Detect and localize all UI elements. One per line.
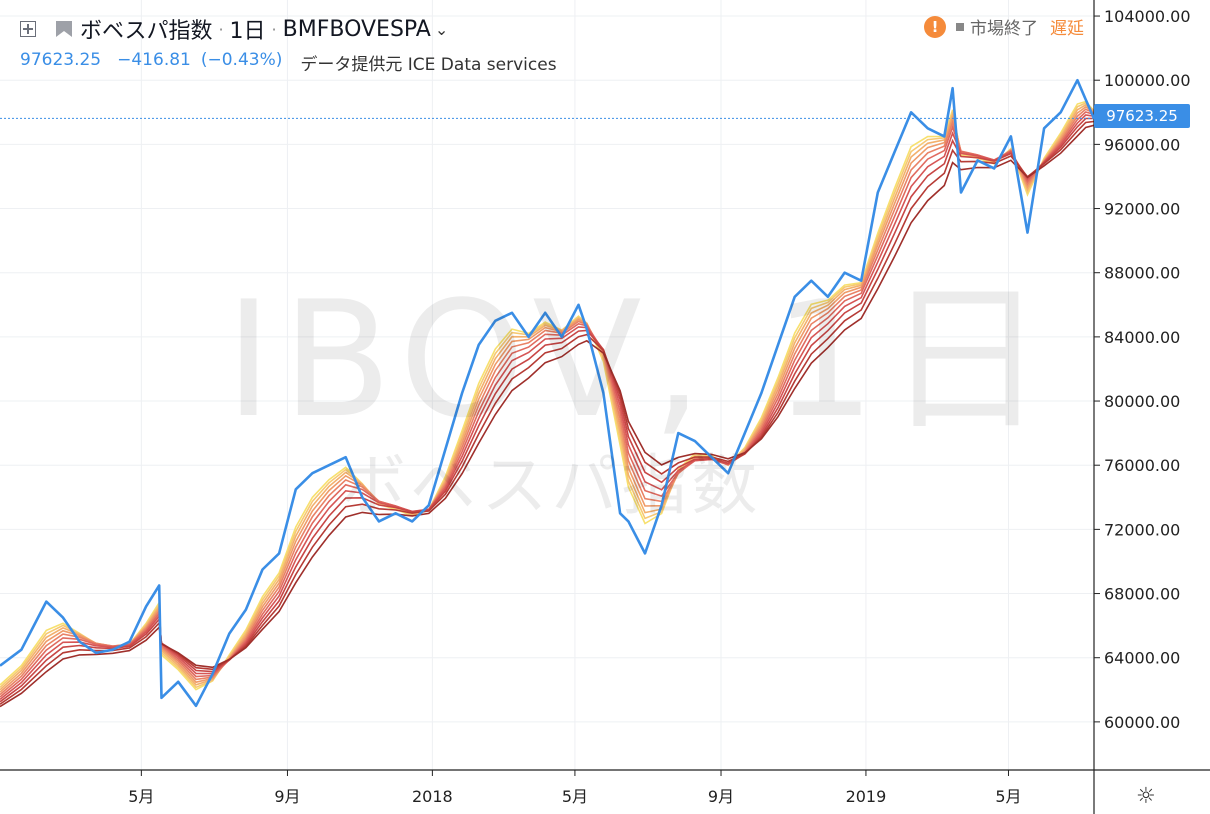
delayed-label[interactable]: 遅延 <box>1050 19 1084 39</box>
y-tick-label: 88000.00 <box>1104 264 1180 283</box>
y-tick-label: 60000.00 <box>1104 713 1180 732</box>
x-tick-label: 2019 <box>846 787 887 806</box>
price-series-line <box>0 78 1096 708</box>
ma-ribbon-line <box>0 103 1095 691</box>
x-tick-label: 5月 <box>995 787 1021 806</box>
ma-ribbon-line <box>0 124 1095 708</box>
data-source: データ提供元 ICE Data services <box>300 55 557 75</box>
legend: ボベスパ指数 · 1日 · BMFBOVESPA ⌄ 97623.25 −416… <box>20 12 557 75</box>
last-price-tag: 97623.25 <box>1094 104 1190 128</box>
watermark-ticker: IBOV, 1日 <box>225 266 1056 453</box>
price-change-percent: (−0.43%) <box>200 50 283 70</box>
separator-dot: · <box>271 19 277 39</box>
ma-ribbon-line <box>0 114 1095 701</box>
y-tick-label: 104000.00 <box>1104 7 1191 26</box>
y-tick-label: 64000.00 <box>1104 649 1180 668</box>
market-closed-label: 市場終了 <box>970 19 1038 39</box>
y-tick-label: 92000.00 <box>1104 200 1180 219</box>
y-tick-label: 84000.00 <box>1104 328 1180 347</box>
ma-ribbon-line <box>0 120 1095 705</box>
flag-icon[interactable] <box>56 21 72 37</box>
price-change: −416.81 <box>117 50 191 70</box>
watermark-name: ボベスパ指数 <box>340 447 762 524</box>
symbol-label[interactable]: BMFBOVESPA <box>282 16 431 42</box>
market-closed-icon <box>956 22 964 31</box>
x-tick-label: 5月 <box>562 787 588 806</box>
ma-ribbon-line <box>0 106 1095 693</box>
ma-ribbon-line <box>0 117 1095 703</box>
instrument-name[interactable]: ボベスパ指数 <box>80 19 213 44</box>
interval-label[interactable]: 1日 <box>229 19 266 44</box>
last-price: 97623.25 <box>20 50 102 70</box>
y-tick-label: 76000.00 <box>1104 456 1180 475</box>
x-tick-label: 2018 <box>412 787 453 806</box>
expand-box-icon[interactable] <box>20 21 36 37</box>
x-tick-label: 5月 <box>128 787 154 806</box>
market-status: ! 市場終了 遅延 <box>924 14 1084 39</box>
x-tick-label: 9月 <box>708 787 734 806</box>
y-tick-label: 80000.00 <box>1104 392 1180 411</box>
ma-ribbon-line <box>0 111 1095 698</box>
chevron-down-icon[interactable]: ⌄ <box>434 19 449 39</box>
y-tick-label: 100000.00 <box>1104 71 1191 90</box>
y-tick-label: 72000.00 <box>1104 520 1180 539</box>
y-tick-label: 96000.00 <box>1104 135 1180 154</box>
ma-ribbon-line <box>0 108 1095 696</box>
warning-icon[interactable]: ! <box>924 15 946 38</box>
x-tick-label: 9月 <box>274 787 300 806</box>
y-tick-label: 68000.00 <box>1104 585 1180 604</box>
settings-gear-icon[interactable]: ☼ <box>1136 784 1156 809</box>
separator-dot: · <box>218 19 224 39</box>
